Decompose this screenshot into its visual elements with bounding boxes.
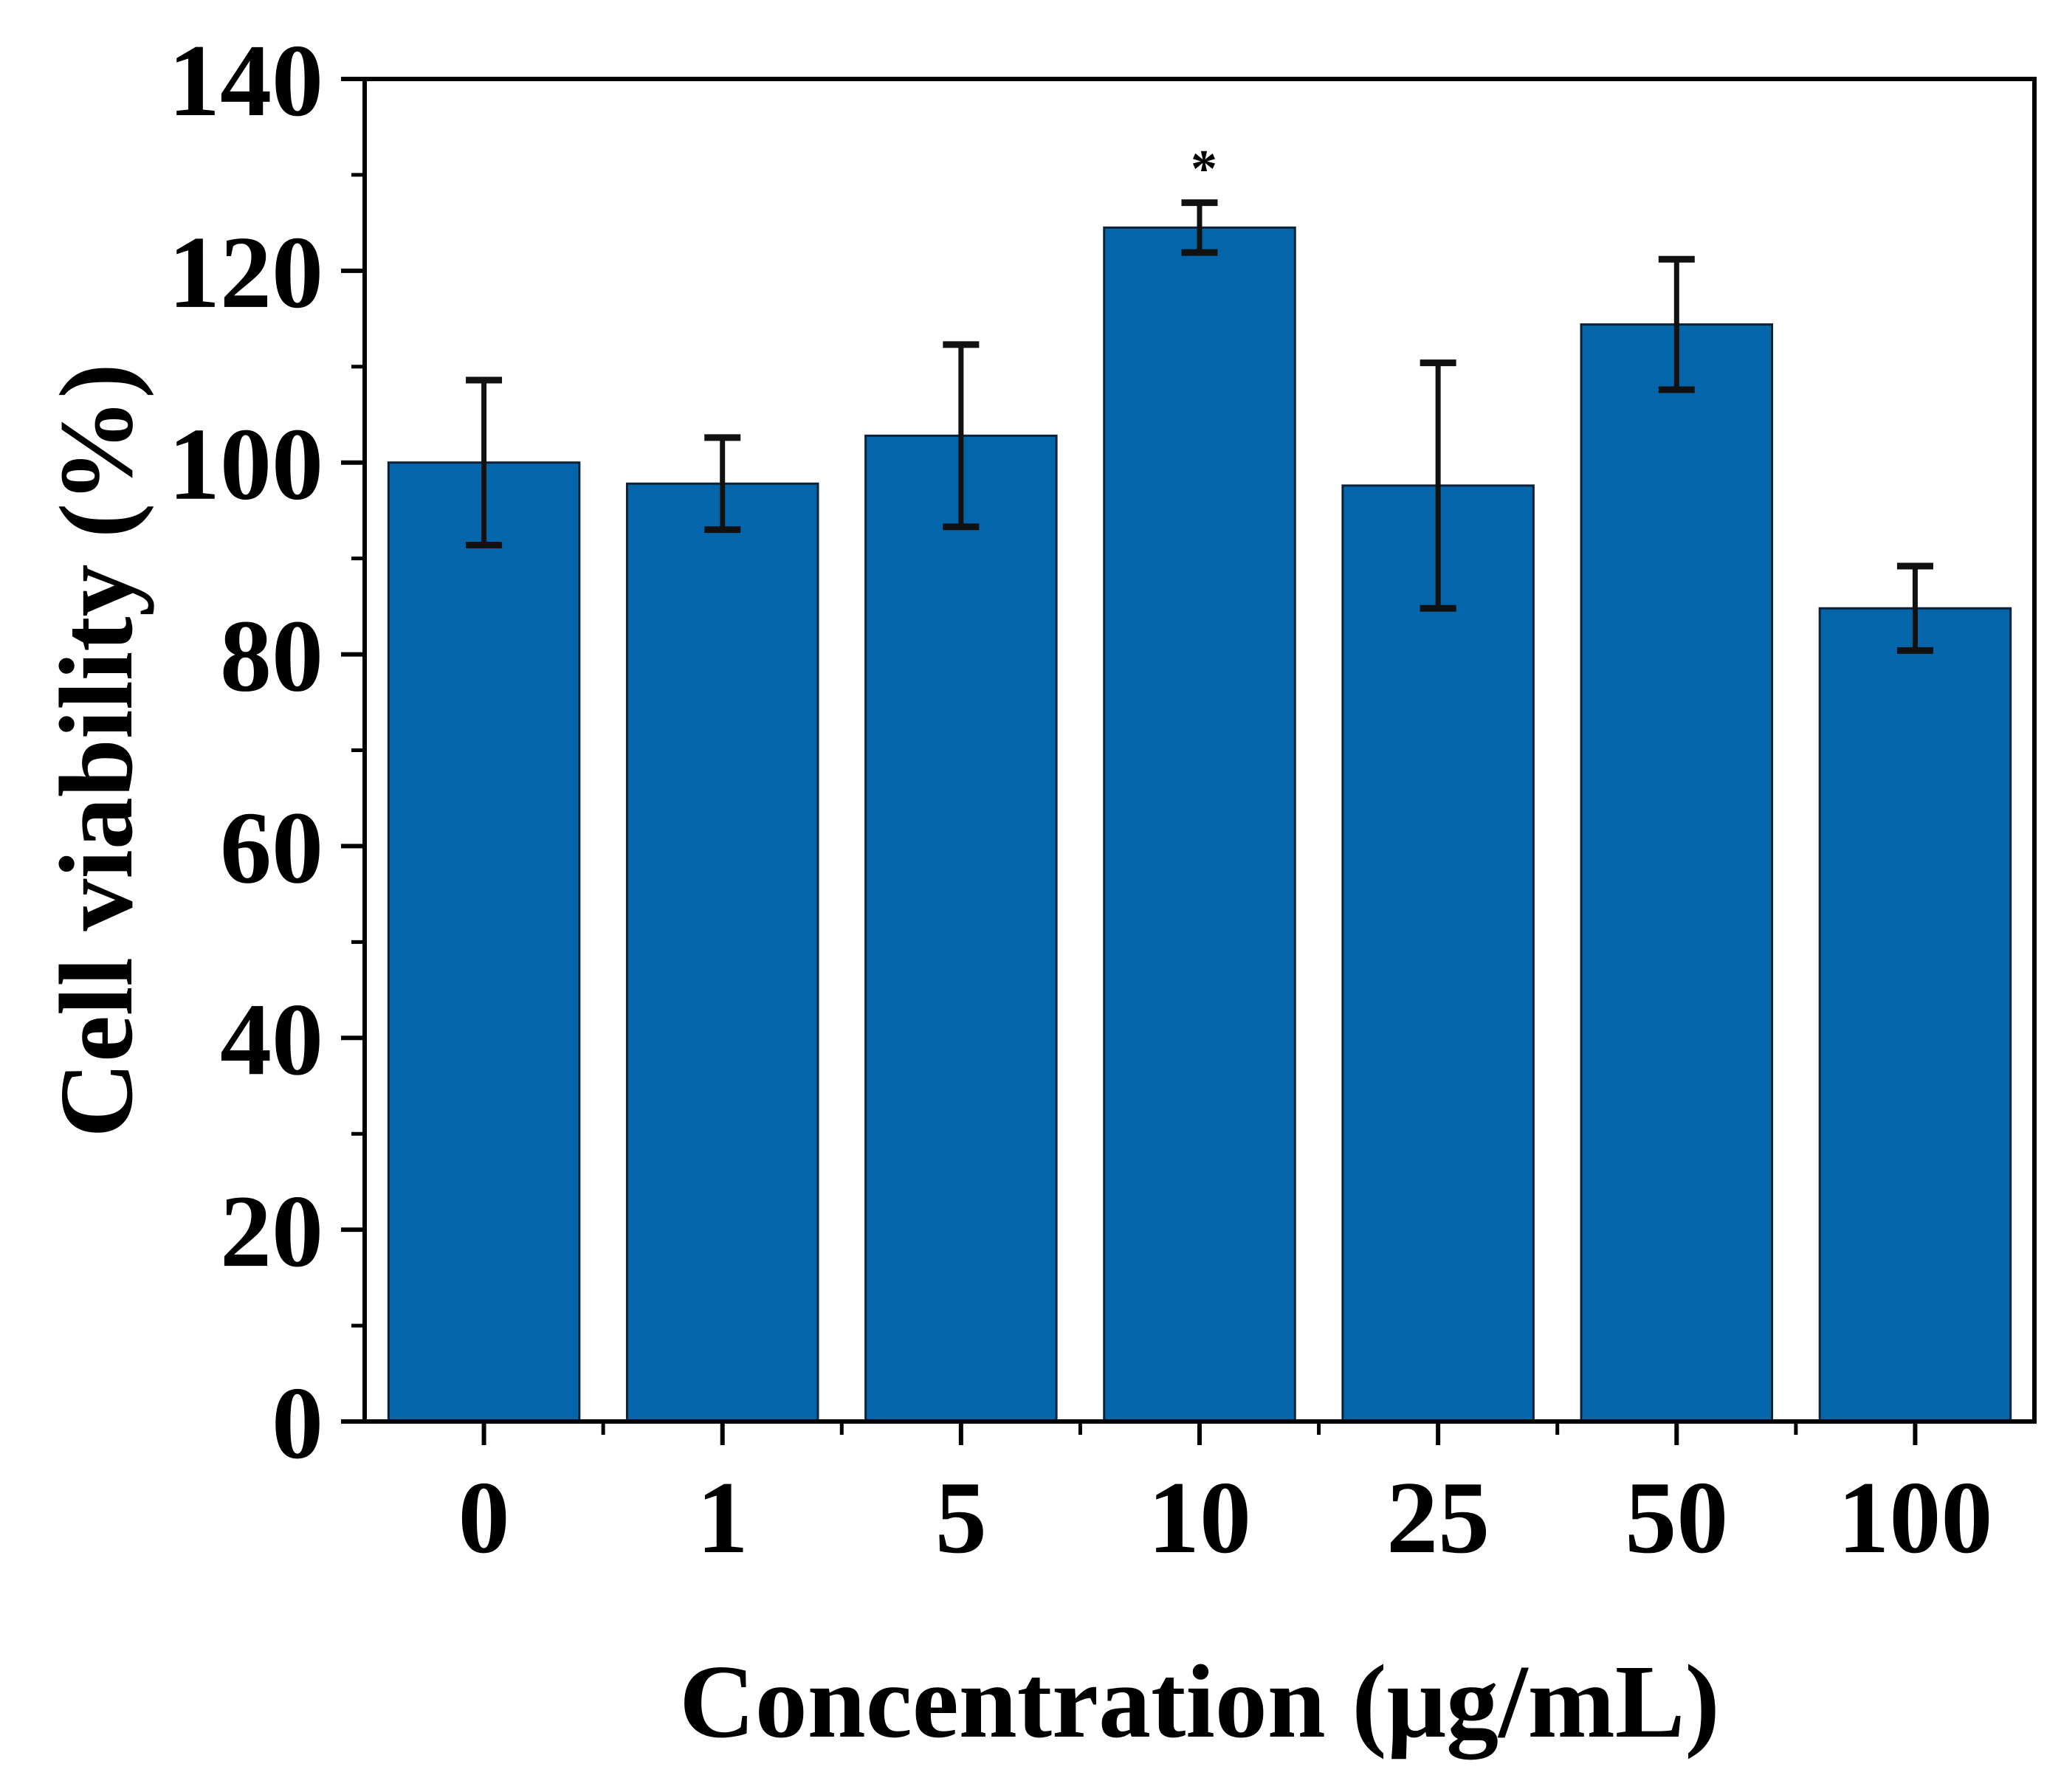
y-tick-label-80: 80 [220, 599, 323, 714]
bar-50 [1580, 323, 1774, 1423]
x-tick-label-25: 25 [1386, 1461, 1490, 1575]
bar-25 [1341, 484, 1535, 1423]
y-tick-label-0: 0 [272, 1366, 323, 1481]
bar-10 [1103, 226, 1296, 1423]
y-tick-label-60: 60 [220, 790, 323, 905]
significance-group: * [1191, 139, 1217, 199]
bar-100 [1818, 607, 2012, 1423]
y-tick-label-140: 140 [168, 24, 323, 138]
x-axis-title: Concentration (μg/mL) [679, 1643, 1720, 1760]
x-tick-label-10: 10 [1148, 1461, 1251, 1575]
x-axis: 0 1 5 10 25 50 100 [458, 1421, 1992, 1575]
y-tick-label-120: 120 [168, 216, 323, 330]
error-bars-group [466, 199, 1933, 654]
y-axis-title: Cell viability (%) [38, 363, 154, 1137]
y-tick-label-20: 20 [220, 1174, 323, 1289]
x-tick-label-0: 0 [458, 1461, 510, 1575]
bar-5 [864, 434, 1058, 1423]
x-tick-label-100: 100 [1837, 1461, 1992, 1575]
y-tick-label-100: 100 [168, 407, 323, 522]
y-axis: 0 20 40 60 80 100 120 140 [168, 24, 365, 1481]
bar-0 [387, 461, 581, 1423]
bars-group [387, 226, 2012, 1423]
x-tick-label-50: 50 [1625, 1461, 1728, 1575]
bar-1 [625, 482, 819, 1423]
y-tick-label-40: 40 [220, 982, 323, 1097]
x-tick-label-5: 5 [935, 1461, 987, 1575]
x-tick-label-1: 1 [697, 1461, 749, 1575]
significance-mark-10: * [1191, 139, 1217, 199]
